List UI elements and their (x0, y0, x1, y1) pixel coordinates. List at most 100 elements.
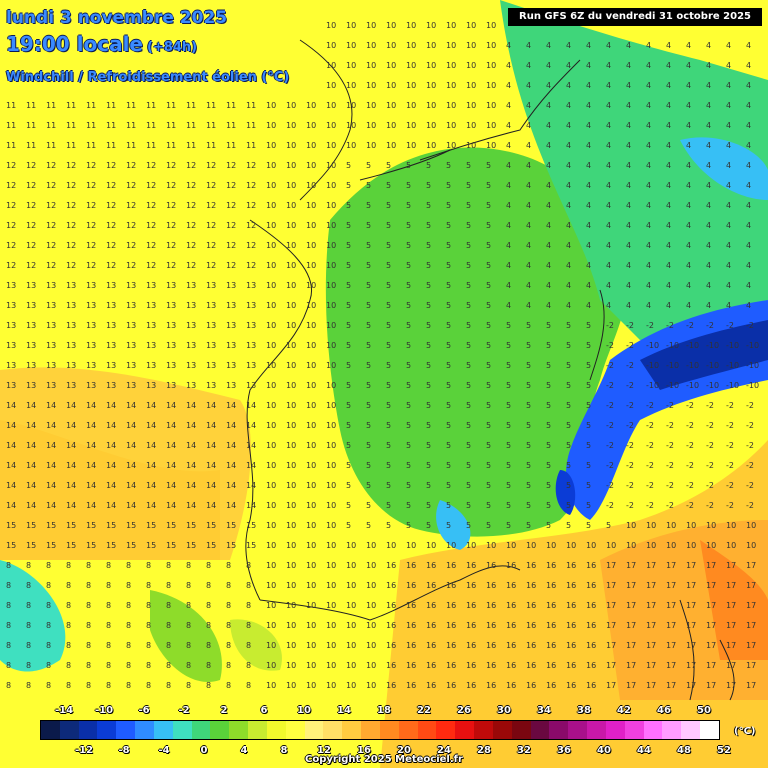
grid-value: 13 (6, 361, 16, 370)
grid-value: 12 (226, 241, 236, 250)
grid-value: 5 (466, 321, 471, 330)
grid-value: -2 (626, 401, 634, 410)
grid-value: 10 (286, 361, 296, 370)
grid-value: 5 (446, 381, 451, 390)
grid-value: 8 (86, 641, 91, 650)
grid-value: 10 (526, 541, 536, 550)
grid-value: 13 (66, 381, 76, 390)
grid-value: 5 (426, 421, 431, 430)
grid-value: 13 (66, 321, 76, 330)
grid-value: 5 (486, 281, 491, 290)
legend-bottom-label: -12 (74, 745, 94, 756)
grid-value: 16 (406, 601, 416, 610)
map-lead-time: (+84h) (147, 40, 198, 55)
grid-value: 5 (426, 401, 431, 410)
grid-value: 12 (146, 161, 156, 170)
grid-value: 16 (406, 661, 416, 670)
grid-value: 5 (566, 321, 571, 330)
grid-value: 4 (666, 241, 671, 250)
grid-value: 16 (586, 581, 596, 590)
grid-value: 5 (446, 361, 451, 370)
grid-value: 10 (426, 21, 436, 30)
grid-value: 11 (206, 101, 216, 110)
grid-value: 4 (706, 281, 711, 290)
grid-value: 13 (246, 321, 256, 330)
grid-value: 10 (326, 141, 336, 150)
grid-value: 13 (146, 321, 156, 330)
grid-value: 10 (286, 621, 296, 630)
grid-value: 10 (306, 581, 316, 590)
grid-value: 10 (486, 141, 496, 150)
grid-value: 10 (326, 21, 336, 30)
grid-value: 4 (586, 141, 591, 150)
grid-value: 4 (546, 241, 551, 250)
legend-swatch (624, 721, 644, 739)
grid-value: 12 (166, 261, 176, 270)
grid-value: 13 (46, 381, 56, 390)
grid-value: 4 (666, 221, 671, 230)
grid-value: 5 (446, 441, 451, 450)
grid-value: 5 (346, 201, 351, 210)
grid-value: 12 (6, 241, 16, 250)
grid-value: 17 (686, 661, 696, 670)
grid-value: 4 (646, 141, 651, 150)
grid-value: 16 (446, 581, 456, 590)
grid-value: 17 (666, 661, 676, 670)
grid-value: 5 (406, 401, 411, 410)
grid-value: 10 (286, 601, 296, 610)
grid-value: 5 (506, 521, 511, 530)
grid-value: 4 (626, 221, 631, 230)
grid-value: 15 (146, 521, 156, 530)
grid-value: 10 (286, 121, 296, 130)
grid-value: 11 (166, 141, 176, 150)
grid-value: 14 (246, 461, 256, 470)
grid-value: 16 (386, 661, 396, 670)
grid-value: 10 (486, 541, 496, 550)
grid-value: 13 (166, 341, 176, 350)
grid-value: 4 (746, 301, 751, 310)
grid-value: 14 (226, 441, 236, 450)
grid-value: 16 (406, 641, 416, 650)
grid-value: 5 (406, 361, 411, 370)
grid-value: 10 (406, 101, 416, 110)
grid-value: 11 (146, 101, 156, 110)
grid-value: 10 (726, 521, 736, 530)
legend-top-label: 6 (260, 705, 268, 716)
grid-value: 16 (386, 641, 396, 650)
grid-value: 10 (326, 201, 336, 210)
grid-value: 12 (206, 221, 216, 230)
grid-value: 13 (26, 381, 36, 390)
grid-value: 4 (666, 301, 671, 310)
grid-value: 4 (706, 221, 711, 230)
grid-value: 4 (706, 101, 711, 110)
grid-value: 12 (66, 241, 76, 250)
grid-value: 4 (646, 261, 651, 270)
grid-value: 8 (226, 621, 231, 630)
grid-value: 10 (266, 341, 276, 350)
grid-value: 8 (46, 601, 51, 610)
grid-value: 10 (446, 101, 456, 110)
grid-value: 10 (326, 481, 336, 490)
grid-value: 10 (266, 321, 276, 330)
grid-value: 10 (286, 581, 296, 590)
grid-value: 10 (386, 141, 396, 150)
grid-value: 16 (406, 621, 416, 630)
grid-value: 4 (526, 201, 531, 210)
grid-value: 13 (186, 381, 196, 390)
grid-value: 5 (546, 421, 551, 430)
grid-value: 5 (506, 421, 511, 430)
grid-value: 12 (226, 161, 236, 170)
grid-value: 4 (646, 241, 651, 250)
legend-bottom-label: 20 (397, 745, 411, 756)
map-variable-title: Windchill / Refroidissement éolien (°C) (6, 70, 290, 85)
grid-value: 4 (706, 261, 711, 270)
grid-value: 16 (506, 581, 516, 590)
grid-value: 10 (586, 541, 596, 550)
legend-bottom-label: 52 (717, 745, 731, 756)
grid-value: 8 (26, 641, 31, 650)
grid-value: 4 (666, 61, 671, 70)
grid-value: 10 (466, 61, 476, 70)
grid-value: 5 (426, 481, 431, 490)
